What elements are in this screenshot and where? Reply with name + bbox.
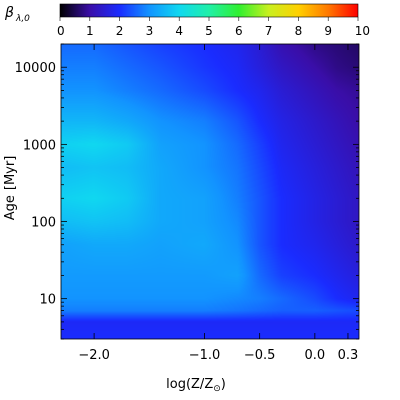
x-tick-label: −0.5: [244, 348, 276, 363]
y-tick-label: 1000: [23, 138, 56, 153]
colorbar-tick-label: 3: [146, 24, 154, 38]
plot-area: −2.0 −1.0 −0.5 0.0 0.3 10 100 1000 10000: [15, 43, 360, 363]
colorbar-tick-label: 2: [116, 24, 124, 38]
colorbar-tick-label: 9: [324, 24, 332, 38]
x-tick-label: 0.3: [338, 348, 359, 363]
y-tick-label: 10: [39, 293, 56, 308]
y-tick-label: 10000: [15, 61, 56, 76]
colorbar-tick-label: 5: [205, 24, 213, 38]
heatmap-image: [61, 44, 359, 339]
colorbar-tick-label: 7: [265, 24, 273, 38]
colorbar-tick-label: 0: [57, 24, 65, 38]
colorbar: β λ,0 0 1 2 3 4 5 6 7 8 9 10: [4, 3, 370, 38]
y-axis-ticks: 10 100 1000 10000: [15, 43, 359, 340]
colorbar-ticks: 0 1 2 3 4 5 6 7 8 9 10: [57, 17, 370, 38]
colorbar-label: β: [4, 5, 14, 21]
colorbar-tick-label: 4: [175, 24, 183, 38]
y-axis-title: Age[Myr]: [3, 156, 18, 221]
plot-frame: [60, 43, 360, 340]
colorbar-label-subscript: λ,0: [15, 14, 30, 24]
x-axis-title: log(Z/Z⊙): [166, 377, 226, 394]
colorbar-tick-label: 6: [235, 24, 243, 38]
x-axis-ticks: −2.0 −1.0 −0.5 0.0 0.3: [78, 44, 358, 363]
x-tick-label: −1.0: [189, 348, 221, 363]
x-tick-label: −2.0: [78, 348, 110, 363]
colorbar-tick-label: 1: [86, 24, 94, 38]
colorbar-gradient-bar: [60, 4, 358, 17]
colorbar-tick-label: 8: [295, 24, 303, 38]
x-tick-label: 0.0: [305, 348, 326, 363]
y-tick-label: 100: [31, 216, 56, 231]
colorbar-tick-label: 10: [355, 24, 370, 38]
